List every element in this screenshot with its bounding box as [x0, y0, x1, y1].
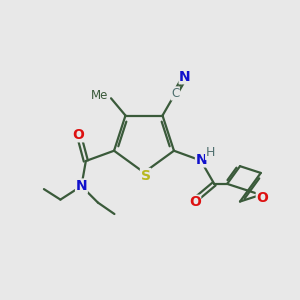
Text: N: N: [196, 153, 207, 167]
Text: O: O: [73, 128, 85, 142]
Text: H: H: [206, 146, 215, 160]
Text: C: C: [171, 87, 179, 100]
Text: O: O: [256, 191, 268, 206]
Text: N: N: [179, 70, 191, 84]
Text: S: S: [140, 169, 151, 182]
Text: Me: Me: [91, 89, 108, 102]
Text: N: N: [76, 179, 87, 193]
Text: O: O: [189, 195, 201, 209]
